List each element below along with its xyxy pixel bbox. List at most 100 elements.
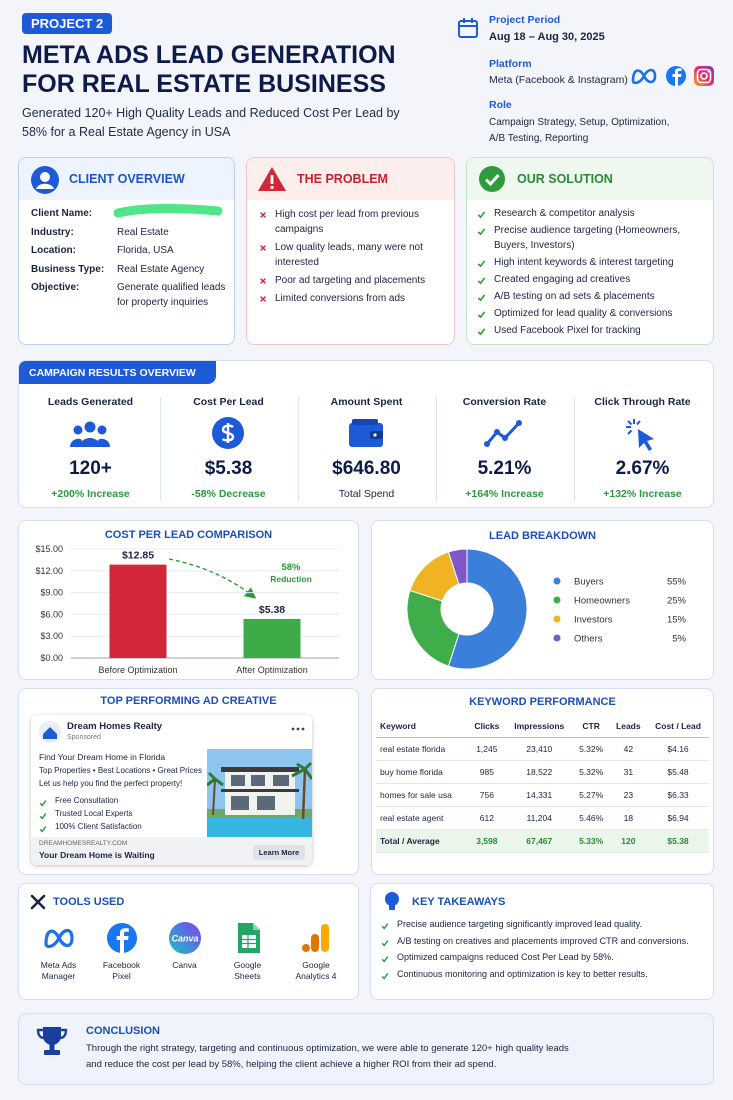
icon-part (516, 420, 522, 426)
pie-slice (447, 548, 528, 670)
table-total-cell: 3,598 (467, 829, 506, 853)
check-icon (479, 166, 505, 192)
icon-part (260, 212, 266, 218)
check-mark (381, 923, 389, 930)
check-mark (477, 294, 486, 302)
legend-label: Buyers (574, 577, 604, 588)
kpi-value: 5.21% (477, 458, 532, 479)
table-cell: 23 (609, 783, 648, 807)
client-label: Location: (31, 245, 76, 256)
kpi-row: Leads Generated 120+ +200% Increase Cost Pe… (22, 361, 712, 507)
icon-part (389, 904, 395, 910)
list-item: Low quality leads, many were not interes… (259, 240, 444, 270)
icon-part (252, 923, 260, 930)
table-row: buy home florida 985 18,522 5.32% 31 $5.48 (376, 760, 709, 784)
table-total-cell: $5.38 (647, 829, 709, 853)
bar-value-label: $5.38 (259, 604, 285, 616)
section-title: TOP PERFORMING AD CREATIVE (100, 695, 277, 707)
icon-part (477, 228, 486, 236)
kpi-icon (626, 419, 654, 451)
ad-page-name: Dream Homes Realty (67, 721, 163, 732)
icon-part (385, 892, 399, 906)
bulb-icon (385, 892, 399, 910)
icon-part (638, 429, 654, 451)
kpi-divider (436, 397, 437, 501)
list-text: Used Facebook Pixel for tracking (494, 325, 641, 336)
donut-chart: Buyers 55% Homeowners 25% Investors 15% Others… (406, 548, 687, 670)
list-text: Precise audience targeting significantly… (397, 919, 642, 929)
tool: Google Sheets (216, 922, 279, 992)
client-value: Florida, USA (117, 245, 174, 256)
check-mark (381, 956, 389, 963)
ad-cta-title: Your Dream Home is Waiting (39, 850, 155, 860)
icon-part (672, 68, 682, 86)
icon-part (352, 419, 378, 425)
icon-part (221, 423, 235, 443)
x-tick-label: After Optimization (236, 665, 308, 675)
table-cell: $5.48 (647, 760, 709, 784)
table-cell: 612 (467, 806, 506, 830)
y-tick-label: $15.00 (35, 544, 63, 554)
check-mark (477, 328, 486, 336)
kpi-note: Total Spend (338, 488, 395, 500)
results-tab (19, 361, 216, 384)
legend-value: 55% (667, 577, 687, 588)
list-text: Limited conversions from ads (275, 293, 406, 304)
table-row: homes for sale usa 756 14,331 5.27% 23 $6.33 (376, 783, 709, 807)
conclusion-card: CONCLUSION Through the right strategy, t… (18, 1013, 714, 1085)
kpi-value: $5.38 (204, 458, 253, 479)
kpi-icon (212, 417, 244, 449)
list-text: Continuous monitoring and optimization i… (397, 968, 648, 979)
bar-chart-card: COST PER LEAD COMPARISON $0.00 $3.00 $6.00… (18, 520, 359, 680)
page-avatar (39, 721, 61, 743)
ad-headline: Find Your Dream Home in Florida (39, 752, 166, 762)
kpi-note: -58% Decrease (191, 488, 266, 500)
icon-part (221, 789, 299, 792)
tool-label: Meta Ads Manager (40, 960, 77, 981)
tools-row: Meta Ads Manager Facebook Pixel Canva Canva… (27, 922, 357, 992)
bar (109, 564, 167, 658)
icon-part (260, 296, 266, 302)
list-item: Limited conversions from ads (259, 291, 444, 306)
table-total-cell: 67,467 (505, 829, 573, 853)
icon-part (477, 294, 486, 302)
icon-part (381, 923, 389, 930)
legend-swatch (553, 596, 561, 604)
icon-part (30, 894, 46, 910)
list-item: High intent keywords & interest targetin… (477, 255, 709, 270)
table-cell: 5.46% (572, 806, 610, 830)
kpi-value: $646.80 (332, 458, 401, 479)
legend-label: Others (574, 634, 603, 645)
icon-part (301, 727, 305, 731)
tool-label: Canva (172, 960, 197, 970)
icon-part (241, 935, 256, 948)
problem-card: THE PROBLEM High cost per lead from prev… (246, 157, 455, 345)
client-label: Industry: (31, 226, 74, 238)
kpi-note: +164% Increase (465, 488, 544, 500)
tool-logo: Canva (168, 922, 201, 954)
table-cell: $6.94 (647, 806, 709, 830)
icon-part (484, 441, 490, 447)
tool-label: Google Analytics 4 (295, 960, 337, 981)
table-header-cell: Keyword (376, 715, 468, 738)
list-text: 100% Client Satisfaction (55, 822, 142, 831)
icon-part (251, 775, 265, 786)
table-cell: 23,410 (505, 737, 573, 761)
tool-logo (237, 923, 260, 953)
period-value: Aug 18 – Aug 30, 2025 (489, 31, 605, 43)
table-cell: 985 (467, 760, 506, 784)
list-text: A/B testing on ad sets & placements (494, 291, 655, 302)
icon-part (485, 421, 521, 445)
ad-button[interactable]: Learn More (253, 845, 305, 860)
table-total-cell: 120 (609, 829, 648, 853)
tool: Canva Canva (153, 922, 216, 992)
list-item: Used Facebook Pixel for tracking (477, 323, 709, 338)
icon-part (494, 429, 500, 435)
icon-part (43, 928, 74, 949)
list-text: Trusted Local Experts (55, 809, 133, 818)
table-total-cell: Total / Average (376, 829, 468, 853)
table-total-row: Total / Average 3,598 67,467 5.33% 120 $5.38 (376, 829, 709, 853)
bar-value-label: $12.85 (122, 550, 154, 562)
calendar-icon (458, 18, 478, 38)
page-title: META ADS LEAD GENERATION FOR REAL ESTATE… (22, 41, 396, 98)
